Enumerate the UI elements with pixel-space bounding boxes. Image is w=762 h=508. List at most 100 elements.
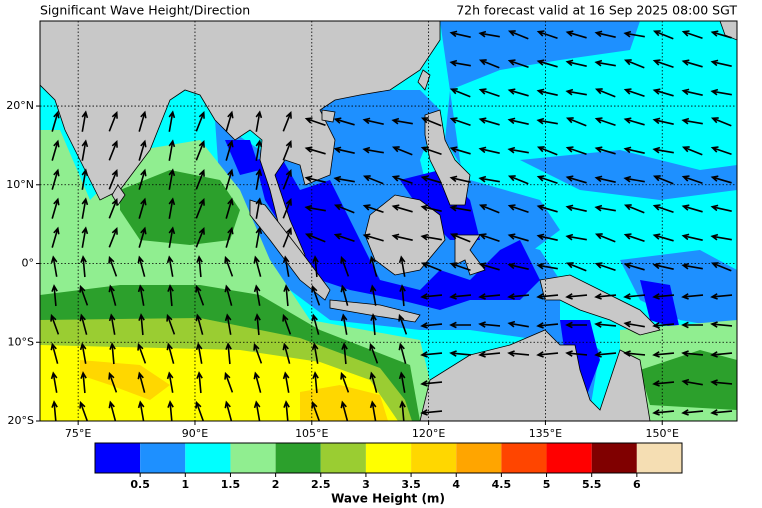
wave-arrow: [478, 351, 501, 358]
wave-arrow: [594, 204, 616, 212]
wave-arrow: [81, 226, 89, 248]
wave-arrow: [623, 320, 645, 328]
y-tick-label: 0°: [22, 257, 35, 270]
wave-arrow: [652, 409, 675, 416]
wave-arrow: [681, 350, 704, 357]
land: [321, 109, 336, 123]
wave-arrow: [362, 175, 384, 185]
wave-arrow: [399, 284, 406, 307]
wave-arrow: [420, 146, 442, 156]
land: [719, 21, 737, 41]
wave-arrow: [311, 313, 320, 335]
wave-arrow: [565, 204, 587, 212]
wave-arrow: [594, 351, 617, 358]
wave-zone: [620, 250, 737, 330]
wave-arrow: [79, 400, 89, 421]
wave-arrow: [681, 262, 703, 270]
colorbar-tick-label: 2.5: [311, 478, 331, 491]
wave-arrow: [51, 139, 60, 161]
wave-arrow: [478, 262, 500, 271]
colorbar-tick-label: 6: [633, 478, 641, 491]
wave-arrow: [254, 313, 261, 336]
wave-arrow: [420, 175, 442, 184]
wave-arrow: [137, 284, 145, 306]
wave-arrow: [304, 204, 326, 212]
wave-arrow: [333, 204, 355, 214]
wave-arrow: [225, 139, 234, 161]
wave-arrow: [623, 262, 645, 271]
wave-arrow: [167, 400, 174, 421]
wave-arrow: [50, 313, 60, 335]
wave-arrow: [362, 204, 384, 214]
wave-arrow: [478, 88, 500, 98]
wave-arrow: [478, 59, 500, 69]
wave-arrow: [681, 233, 703, 241]
wave-arrow: [137, 342, 147, 364]
wave-arrow: [79, 342, 87, 364]
wave-arrow: [369, 371, 378, 393]
wave-arrow: [108, 255, 118, 277]
wave-arrow: [304, 146, 326, 155]
wave-arrow: [565, 88, 587, 96]
colorbar-tick-label: 3.5: [401, 478, 421, 491]
map-frame: [39, 20, 738, 422]
wave-arrow: [449, 59, 471, 67]
wave-arrow: [224, 255, 234, 277]
wave-arrow: [282, 168, 292, 190]
wave-arrow: [195, 110, 205, 132]
wave-arrow: [681, 175, 703, 185]
wave-arrow: [478, 233, 500, 243]
wave-arrow: [166, 342, 175, 364]
wave-arrow: [370, 313, 377, 336]
wave-arrow: [253, 371, 262, 393]
x-tick-label: 105°E: [295, 427, 328, 440]
wave-arrow: [224, 284, 233, 306]
wave-arrow: [420, 117, 442, 127]
wave-arrow: [507, 204, 529, 214]
colorbar-tick-label: 3: [362, 478, 370, 491]
wave-arrow: [81, 110, 89, 132]
wave-arrow: [51, 110, 60, 132]
wave-arrow: [710, 351, 733, 358]
wave-arrow: [195, 226, 205, 248]
wave-arrow: [565, 117, 587, 127]
wave-arrow: [81, 197, 89, 219]
wave-arrow: [420, 322, 443, 329]
wave-arrow: [420, 380, 443, 387]
wave-arrow: [652, 59, 674, 69]
wave-arrow: [420, 233, 442, 241]
colorbar-swatch: [456, 443, 502, 473]
map-area: [40, 21, 737, 421]
wave-arrow: [391, 204, 413, 213]
wave-arrow: [362, 117, 384, 125]
wave-arrow: [623, 293, 646, 300]
wave-arrow: [623, 117, 645, 126]
colorbar-swatch: [636, 443, 682, 473]
wave-arrow: [507, 293, 530, 300]
wave-arrow: [652, 30, 674, 40]
wave-arrow: [108, 313, 116, 335]
wave-arrow: [137, 400, 145, 421]
wave-arrow: [594, 30, 616, 38]
land: [329, 299, 421, 323]
wave-arrow: [565, 262, 587, 272]
wave-arrow: [369, 400, 377, 421]
wave-zone: [80, 360, 170, 400]
y-tick-label: 10°S: [8, 335, 34, 348]
wave-arrow: [369, 255, 378, 277]
wave-arrow: [341, 342, 348, 365]
wave-arrow: [449, 233, 471, 243]
wave-arrow: [340, 255, 350, 277]
wave-arrow: [652, 233, 674, 242]
wave-arrow: [195, 400, 205, 421]
wave-arrow: [536, 146, 558, 156]
wave-arrow: [623, 204, 645, 214]
wave-arrow: [536, 30, 558, 40]
wave-arrow: [449, 350, 472, 357]
wave-arrow: [565, 175, 587, 184]
wave-arrow: [168, 110, 176, 132]
wave-arrow: [449, 293, 472, 300]
wave-arrow: [304, 175, 326, 183]
wave-arrow: [312, 255, 319, 278]
wave-arrow: [333, 117, 355, 126]
